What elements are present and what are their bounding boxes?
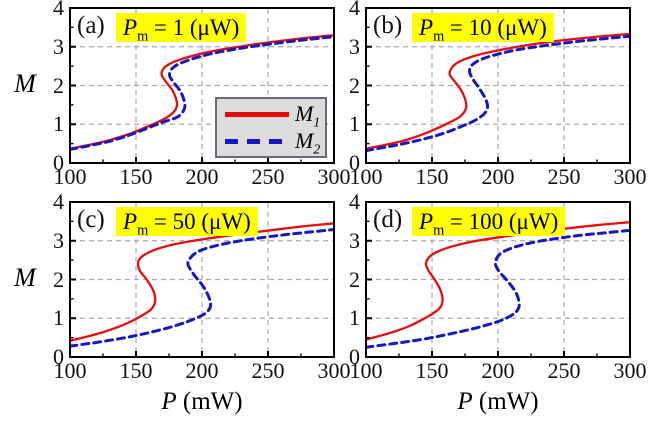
x-tick-label-250: 250 — [547, 358, 581, 383]
y-tick-label-4: 4 — [53, 189, 64, 214]
curve-M2-panel-c — [70, 228, 334, 348]
pm-value: 100 — [468, 209, 504, 234]
x-axis-label-c: P (mW) — [132, 388, 272, 416]
pm-symbol: P — [419, 15, 434, 40]
legend-label-M2: M2 — [295, 128, 320, 156]
x-tick-label-150: 150 — [119, 164, 153, 189]
x-tick-label-200: 200 — [185, 358, 219, 383]
legend-series-subscript: 2 — [313, 141, 321, 157]
legend-series-subscript: 1 — [313, 114, 321, 130]
pm-unit: (μW) — [508, 209, 559, 234]
y-tick-label-3: 3 — [349, 227, 360, 253]
pm-annotation-a: Pm = 1 (μW) — [116, 13, 247, 45]
curve-M2-panel-d — [366, 228, 630, 349]
y-tick-label-2: 2 — [349, 266, 360, 292]
legend-series-symbol: M — [295, 101, 314, 126]
pm-symbol: P — [123, 209, 138, 234]
x-axis-symbol: P — [161, 388, 177, 415]
pm-unit: (μW) — [201, 209, 251, 234]
pm-subscript: m — [137, 28, 149, 45]
y-tick-label-2: 2 — [53, 266, 64, 292]
curve-M2-panel-b — [366, 34, 630, 153]
x-tick-label-300: 300 — [317, 358, 351, 383]
x-tick-label-300: 300 — [613, 358, 647, 383]
pm-unit: (μW) — [497, 15, 547, 40]
y-tick-label-2: 2 — [349, 72, 360, 98]
x-tick-label-250: 250 — [251, 164, 285, 189]
pm-value: 10 — [468, 15, 492, 40]
y-tick-label-1: 1 — [349, 111, 360, 137]
legend-line-sample-dashed — [225, 138, 289, 144]
x-axis-unit: (mW) — [182, 388, 243, 415]
y-tick-label-1: 1 — [53, 111, 64, 137]
y-tick-label-0: 0 — [53, 150, 64, 175]
x-tick-label-300: 300 — [317, 164, 351, 189]
y-axis-label-a: M — [14, 68, 36, 98]
pm-value: 50 — [172, 209, 196, 234]
curve-M1-panel-b — [366, 32, 630, 150]
pm-symbol: P — [419, 209, 434, 234]
pm-subscript: m — [433, 222, 445, 239]
x-tick-label-250: 250 — [547, 164, 581, 189]
pm-value: 1 — [172, 15, 185, 40]
panel-letter-d: (d) — [373, 206, 403, 233]
pm-equals: = — [153, 15, 167, 40]
pm-subscript: m — [433, 28, 445, 45]
y-tick-label-4: 4 — [349, 189, 360, 214]
x-tick-label-200: 200 — [185, 164, 219, 189]
x-tick-label-150: 150 — [415, 358, 449, 383]
legend-entry-M2: M2 — [217, 128, 325, 156]
pm-equals: = — [449, 15, 463, 40]
legend-series-symbol: M — [295, 128, 314, 153]
y-tick-label-1: 1 — [349, 305, 360, 331]
pm-equals: = — [153, 209, 167, 234]
curve-M1-panel-c — [70, 222, 334, 342]
legend-box: M1 M2 — [215, 97, 327, 158]
x-tick-label-250: 250 — [251, 358, 285, 383]
x-axis-label-d: P (mW) — [428, 388, 568, 416]
y-tick-label-4: 4 — [53, 0, 64, 20]
x-tick-label-200: 200 — [481, 358, 515, 383]
pm-symbol: P — [123, 15, 138, 40]
pm-equals: = — [449, 209, 463, 234]
y-tick-label-0: 0 — [349, 344, 360, 369]
y-tick-label-3: 3 — [53, 227, 64, 253]
pm-annotation-d: Pm = 100 (μW) — [412, 207, 566, 239]
legend-line-sample-solid — [225, 111, 289, 117]
panel-letter-a: (a) — [77, 12, 105, 39]
y-tick-label-4: 4 — [349, 0, 360, 20]
y-tick-label-3: 3 — [349, 33, 360, 59]
pm-subscript: m — [137, 222, 149, 239]
x-tick-label-100: 100 — [349, 358, 383, 383]
x-axis-unit: (mW) — [478, 388, 539, 415]
x-tick-label-100: 100 — [53, 358, 87, 383]
legend-entry-M1: M1 — [217, 101, 325, 129]
x-tick-label-200: 200 — [481, 164, 515, 189]
x-tick-label-100: 100 — [349, 164, 383, 189]
legend-label-M1: M1 — [295, 101, 320, 129]
panel-letter-c: (c) — [77, 206, 105, 233]
curve-M2-panel-a — [70, 35, 334, 151]
x-tick-label-150: 150 — [119, 358, 153, 383]
y-tick-label-1: 1 — [53, 305, 64, 331]
pm-unit: (μW) — [189, 15, 240, 40]
y-tick-label-0: 0 — [53, 344, 64, 369]
pm-annotation-b: Pm = 10 (μW) — [412, 13, 554, 45]
y-tick-label-0: 0 — [349, 150, 360, 175]
x-tick-label-150: 150 — [415, 164, 449, 189]
x-axis-symbol: P — [457, 388, 473, 415]
y-tick-label-3: 3 — [53, 33, 64, 59]
pm-annotation-c: Pm = 50 (μW) — [116, 207, 258, 239]
y-tick-label-2: 2 — [53, 72, 64, 98]
panel-letter-b: (b) — [373, 12, 403, 39]
x-tick-label-300: 300 — [613, 164, 647, 189]
y-axis-label-c: M — [14, 262, 36, 292]
x-tick-label-100: 100 — [53, 164, 87, 189]
